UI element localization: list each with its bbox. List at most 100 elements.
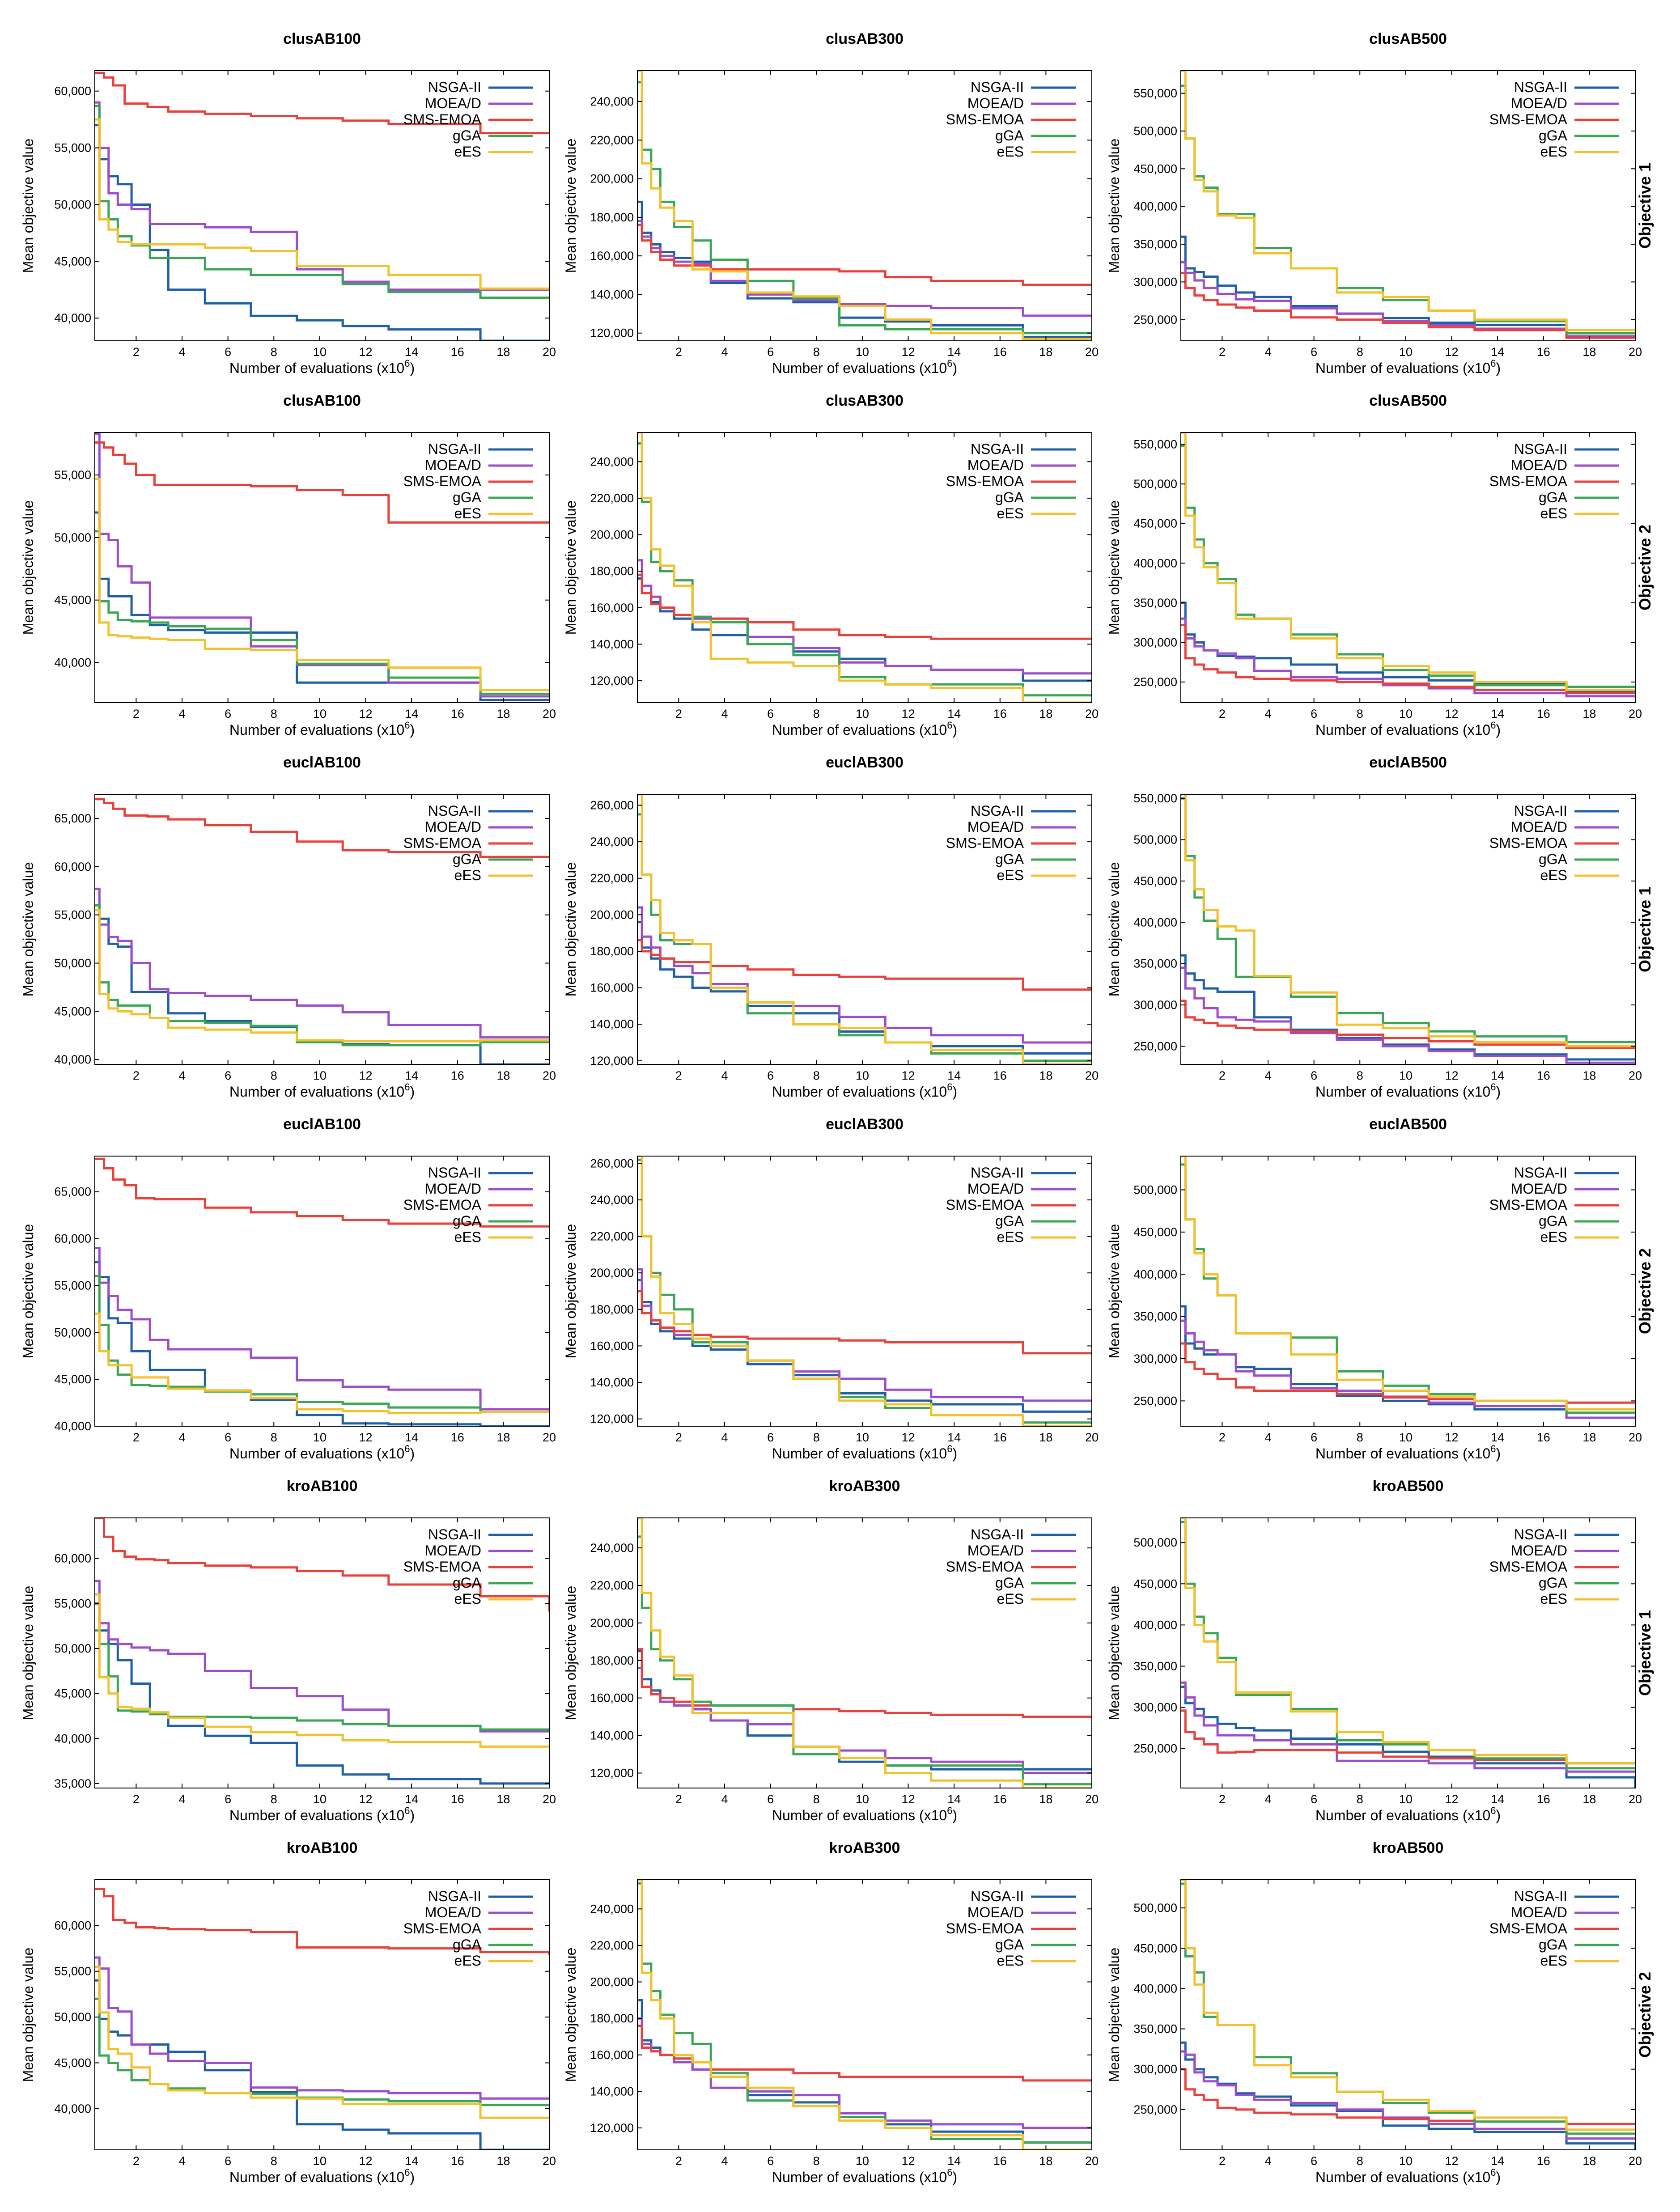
legend-label-moea-d: MOEA/D [967,1904,1024,1920]
series-line-gga [95,1275,549,1413]
series-line-nsga-ii [637,1279,1092,1413]
y-tick-label: 55,000 [54,1279,91,1292]
x-axis-label-main: Number of evaluations (x10 [229,1807,404,1823]
y-axis-label: Mean objective value [20,1586,36,1720]
y-tick-label: 180,000 [590,1654,634,1667]
x-tick-label: 16 [993,1069,1007,1082]
x-axis-label-close: ) [1496,1084,1501,1100]
x-tick-label: 10 [1399,1792,1413,1806]
x-tick-label: 16 [451,1792,464,1806]
x-tick-label: 10 [856,1792,869,1806]
x-tick-label: 2 [133,707,140,720]
y-tick-label: 120,000 [590,2121,634,2135]
x-tick-label: 12 [901,1431,915,1444]
x-tick-label: 16 [1537,345,1550,359]
series-line-ees [637,1518,1092,1788]
y-tick-label: 180,000 [590,945,634,958]
y-axis-label: Mean objective value [563,500,579,635]
x-tick-label: 16 [451,345,464,359]
x-tick-label: 8 [1357,1792,1363,1806]
panel-clusAB100-3: clusAB100 2 4 6 8 10 12 14 16 18 20 40,000 45,000 50,… [20,392,556,738]
x-tick-label: 4 [1264,1069,1271,1082]
legend-label-sms-emoa: SMS-EMOA [1489,835,1568,851]
y-tick-label: 140,000 [590,1376,634,1389]
legend-label-ees: eES [1540,867,1567,883]
x-tick-label: 6 [225,345,231,359]
y-axis-label: Mean objective value [1106,1224,1122,1359]
series-group [1181,1518,1635,1788]
x-axis-label-close: ) [1496,722,1501,738]
legend-label-ees: eES [454,867,481,883]
x-tick-label: 2 [675,1792,682,1806]
x-tick-label: 20 [1085,1431,1099,1444]
x-axis-label-main: Number of evaluations (x10 [772,1807,947,1823]
x-tick-label: 16 [451,707,464,720]
y-tick-label: 55,000 [54,141,91,155]
x-tick-label: 8 [271,345,277,359]
legend-label-gga: gGA [995,851,1024,867]
y-tick-label: 60,000 [54,1232,91,1246]
y-tick-label: 50,000 [54,957,91,970]
y-tick-label: 160,000 [590,1339,634,1352]
x-axis-label-exponent: 6 [404,1443,410,1454]
x-tick-label: 6 [767,345,774,359]
y-tick-label: 200,000 [590,1616,634,1630]
x-tick-label: 16 [1537,1431,1550,1444]
x-axis-label: Number of evaluations (x106) [1315,1443,1501,1462]
plot-frame [637,70,1092,341]
legend-label-sms-emoa: SMS-EMOA [403,473,482,489]
x-tick-label: 14 [1491,2154,1504,2168]
legend-label-ees: eES [1540,144,1567,160]
x-tick-label: 8 [1357,2154,1363,2168]
y-tick-label: 350,000 [1133,237,1177,251]
x-tick-label: 12 [1445,345,1458,359]
y-tick-label: 160,000 [590,601,634,614]
y-tick-label: 40,000 [54,311,91,325]
y-tick-label: 55,000 [54,1597,91,1610]
y-tick-label: 45,000 [54,1687,91,1700]
legend-label-moea-d: MOEA/D [1511,95,1567,111]
x-tick-label: 12 [1445,2154,1458,2168]
legend-label-nsga-ii: NSGA-II [971,1888,1024,1904]
x-axis-label: Number of evaluations (x106) [772,1443,957,1462]
x-tick-label: 12 [1445,1792,1458,1806]
x-tick-label: 6 [767,707,774,720]
legend-label-nsga-ii: NSGA-II [971,1165,1024,1181]
x-tick-label: 16 [1537,2154,1550,2168]
legend-label-gga: gGA [453,1937,482,1953]
series-group [95,432,549,701]
series-line-ees [637,71,1092,340]
x-axis-label-close: ) [410,1445,415,1462]
panel-title: euclAB300 [826,1116,904,1133]
x-tick-label: 14 [947,1069,961,1082]
legend-label-nsga-ii: NSGA-II [1514,441,1567,457]
x-axis-label-exponent: 6 [404,720,410,731]
x-tick-label: 18 [1582,2154,1596,2168]
objective-side-label: Objective 2 [1636,1248,1654,1334]
panel-kroAB500-17: kroAB500 2 4 6 8 10 12 14 16 18 20 250,000 300,000 35… [1106,1839,1654,2185]
x-axis-label-exponent: 6 [947,1443,952,1454]
x-tick-label: 4 [1264,1792,1271,1806]
series-line-nsga-ii [1181,1686,1635,1788]
panel-title: clusAB100 [283,30,361,47]
x-tick-label: 6 [767,1069,774,1082]
y-axis-label: Mean objective value [1106,1948,1122,2082]
series-group [1181,1156,1635,1419]
y-tick-label: 120,000 [590,674,634,687]
y-tick-label: 220,000 [590,1939,634,1952]
x-axis-label-close: ) [410,360,415,376]
x-tick-label: 6 [225,1792,231,1806]
x-tick-label: 18 [1039,1431,1052,1444]
series-line-moea-d [637,2017,1092,2129]
legend-label-nsga-ii: NSGA-II [428,803,481,819]
y-tick-label: 40,000 [54,1053,91,1066]
series-line-gga [95,1997,549,2106]
legend-label-nsga-ii: NSGA-II [1514,1526,1567,1542]
y-tick-label: 550,000 [1133,792,1177,805]
y-tick-label: 260,000 [590,1157,634,1170]
y-tick-label: 500,000 [1133,124,1177,138]
x-tick-label: 10 [1399,2154,1413,2168]
x-axis-label: Number of evaluations (x106) [772,1805,957,1823]
series-line-sms-emoa [1181,623,1635,695]
y-axis-label: Mean objective value [563,1948,579,2082]
